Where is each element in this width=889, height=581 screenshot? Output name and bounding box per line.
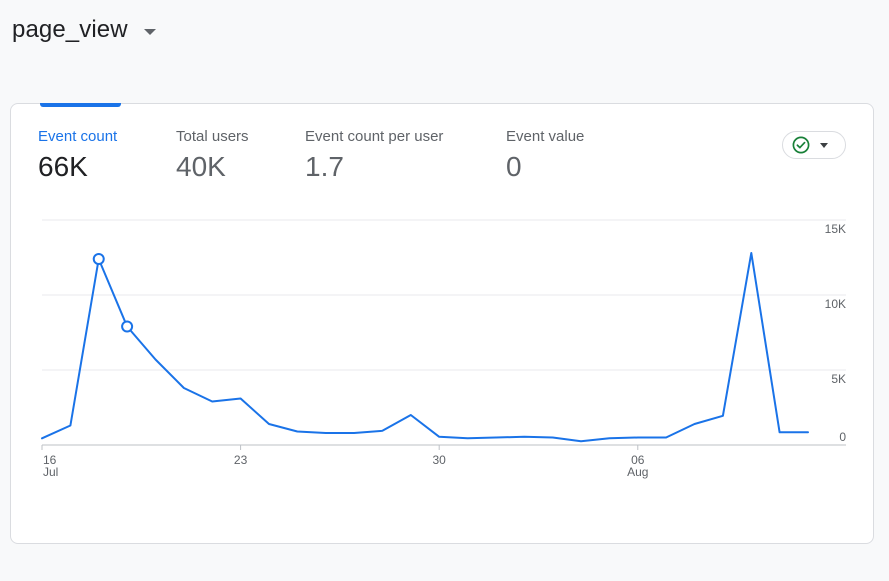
- x-tick-label: 06: [631, 453, 645, 467]
- series-line: [41, 252, 809, 443]
- metric-tab-event-count-per-user[interactable]: Event count per user 1.7: [305, 128, 443, 183]
- data-point[interactable]: [266, 421, 272, 427]
- chart-card: Event count 66K Total users 40K Event co…: [10, 103, 874, 544]
- x-tick-label: 30: [433, 453, 447, 467]
- data-point[interactable]: [152, 357, 158, 363]
- metric-value: 66K: [38, 151, 88, 182]
- data-point[interactable]: [493, 435, 499, 441]
- data-point[interactable]: [294, 429, 300, 435]
- data-point[interactable]: [408, 412, 414, 418]
- y-tick-label: 10K: [825, 297, 846, 311]
- data-point[interactable]: [379, 428, 385, 434]
- metric-value: 0: [506, 151, 522, 182]
- data-point[interactable]: [323, 430, 329, 436]
- data-point-marker[interactable]: [121, 320, 134, 333]
- metric-value: 40K: [176, 151, 226, 182]
- event-selector[interactable]: page_view: [12, 16, 156, 44]
- chart-markers: [39, 250, 811, 444]
- data-point[interactable]: [692, 421, 698, 427]
- x-tick-label: 23: [234, 453, 248, 467]
- data-point-marker[interactable]: [92, 253, 105, 265]
- data-point[interactable]: [635, 435, 641, 441]
- data-point[interactable]: [521, 434, 527, 440]
- x-tick-sublabel: Aug: [627, 465, 648, 479]
- metric-label: Event value: [506, 128, 585, 145]
- metric-tab-total-users[interactable]: Total users 40K: [176, 128, 249, 183]
- chevron-down-icon: [820, 142, 828, 148]
- y-tick-label: 0: [839, 430, 846, 444]
- metric-value: 1.7: [305, 151, 344, 182]
- data-point[interactable]: [550, 435, 556, 441]
- y-tick-label: 5K: [831, 372, 846, 386]
- dropdown-caret-icon: [143, 29, 156, 35]
- chart-series: [41, 252, 809, 443]
- data-point[interactable]: [181, 385, 187, 391]
- x-tick-sublabel: Jul: [43, 465, 58, 479]
- data-point[interactable]: [209, 399, 215, 405]
- data-point[interactable]: [238, 396, 244, 402]
- x-tick-label: 16: [43, 453, 57, 467]
- data-point[interactable]: [465, 435, 471, 441]
- metric-label: Event count per user: [305, 128, 444, 145]
- data-point[interactable]: [39, 435, 45, 441]
- data-point[interactable]: [777, 429, 783, 435]
- active-metric-indicator: [40, 103, 121, 107]
- y-axis-ticks: 0 5K 10K 15K: [825, 222, 847, 444]
- data-point[interactable]: [351, 430, 357, 436]
- data-point[interactable]: [578, 438, 584, 444]
- metric-label: Total users: [176, 128, 249, 145]
- data-point[interactable]: [805, 429, 811, 435]
- data-point[interactable]: [436, 434, 442, 440]
- metric-label: Event count: [38, 128, 118, 145]
- data-point[interactable]: [606, 435, 612, 441]
- check-circle-icon: [792, 136, 810, 154]
- y-tick-label: 15K: [825, 222, 846, 236]
- data-point[interactable]: [720, 413, 726, 419]
- metric-tab-event-value[interactable]: Event value 0: [506, 128, 584, 183]
- data-point[interactable]: [663, 435, 669, 441]
- comparison-status-button[interactable]: [782, 131, 846, 159]
- data-point[interactable]: [67, 423, 73, 429]
- event-name: page_view: [12, 16, 128, 43]
- metric-tab-event-count[interactable]: Event count 66K: [38, 128, 117, 183]
- chart-gridlines: [42, 219, 846, 446]
- data-point[interactable]: [748, 250, 754, 256]
